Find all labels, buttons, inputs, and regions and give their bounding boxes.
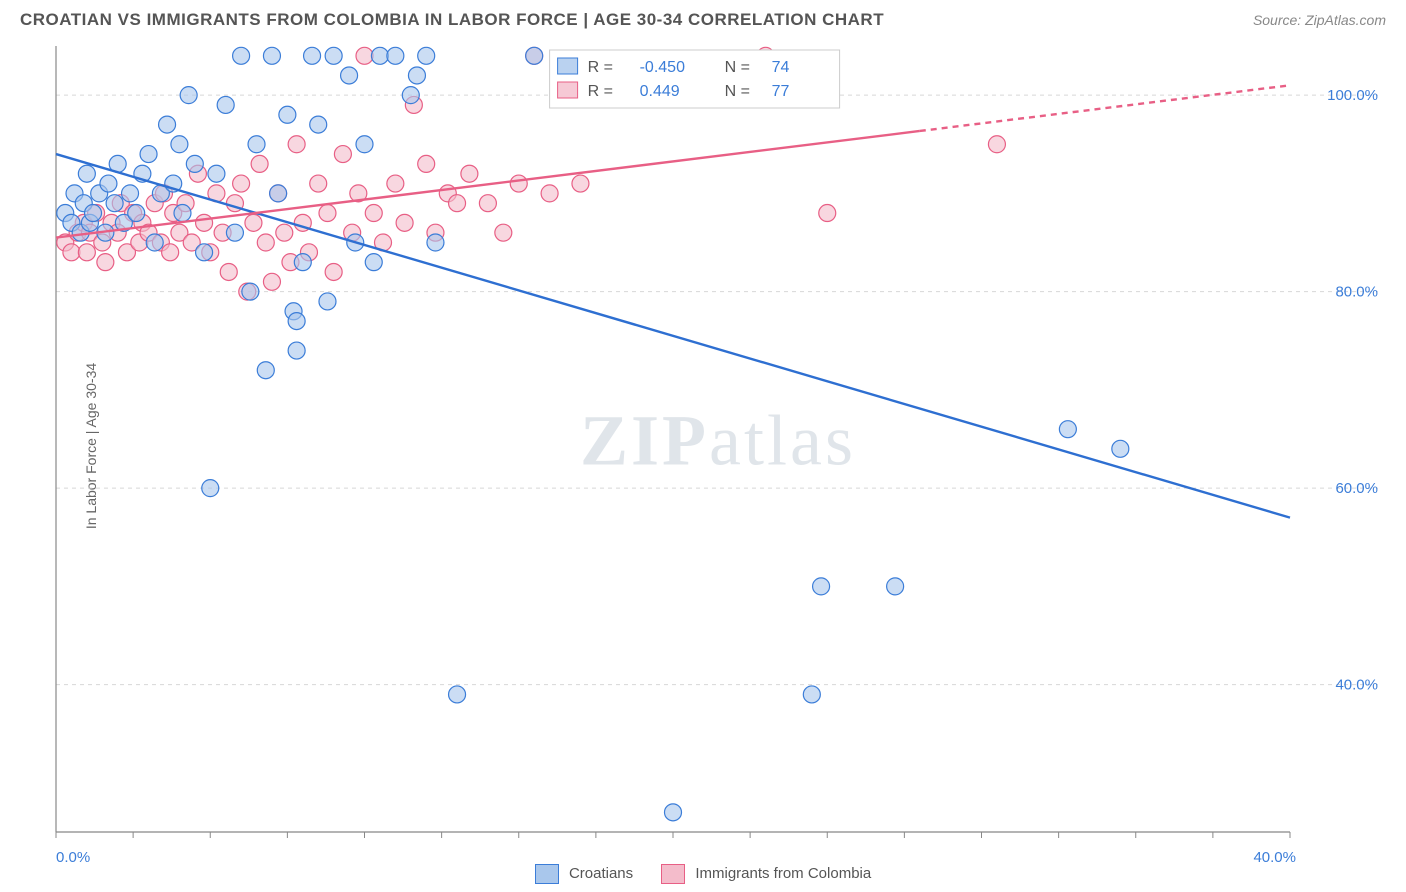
svg-text:-0.450: -0.450 <box>640 59 685 76</box>
svg-text:N =: N = <box>725 83 750 100</box>
svg-text:60.0%: 60.0% <box>1335 480 1378 497</box>
svg-text:R =: R = <box>588 83 613 100</box>
legend-item-colombia: Immigrants from Colombia <box>661 864 871 884</box>
svg-text:40.0%: 40.0% <box>1335 677 1378 694</box>
legend-label-colombia: Immigrants from Colombia <box>695 865 871 882</box>
footer-legend: Croatians Immigrants from Colombia <box>0 864 1406 884</box>
legend-label-croatians: Croatians <box>569 865 633 882</box>
svg-text:80.0%: 80.0% <box>1335 284 1378 301</box>
svg-text:74: 74 <box>772 59 790 76</box>
svg-text:N =: N = <box>725 59 750 76</box>
svg-text:100.0%: 100.0% <box>1327 87 1378 104</box>
legend-swatch-croatians <box>535 864 559 884</box>
svg-text:77: 77 <box>772 83 790 100</box>
svg-text:0.449: 0.449 <box>640 83 680 100</box>
legend-swatch-colombia <box>661 864 685 884</box>
chart-source: Source: ZipAtlas.com <box>1253 12 1386 28</box>
legend-item-croatians: Croatians <box>535 864 633 884</box>
chart-header: CROATIAN VS IMMIGRANTS FROM COLOMBIA IN … <box>0 0 1406 36</box>
svg-text:R =: R = <box>588 59 613 76</box>
scatter-plot-svg: 40.0% 60.0% 80.0% 100.0% R = -0.450 N = 74 R = 0.… <box>50 40 1386 842</box>
chart-title: CROATIAN VS IMMIGRANTS FROM COLOMBIA IN … <box>20 10 884 30</box>
chart-area: 40.0% 60.0% 80.0% 100.0% R = -0.450 N = 74 R = 0.… <box>50 40 1386 842</box>
